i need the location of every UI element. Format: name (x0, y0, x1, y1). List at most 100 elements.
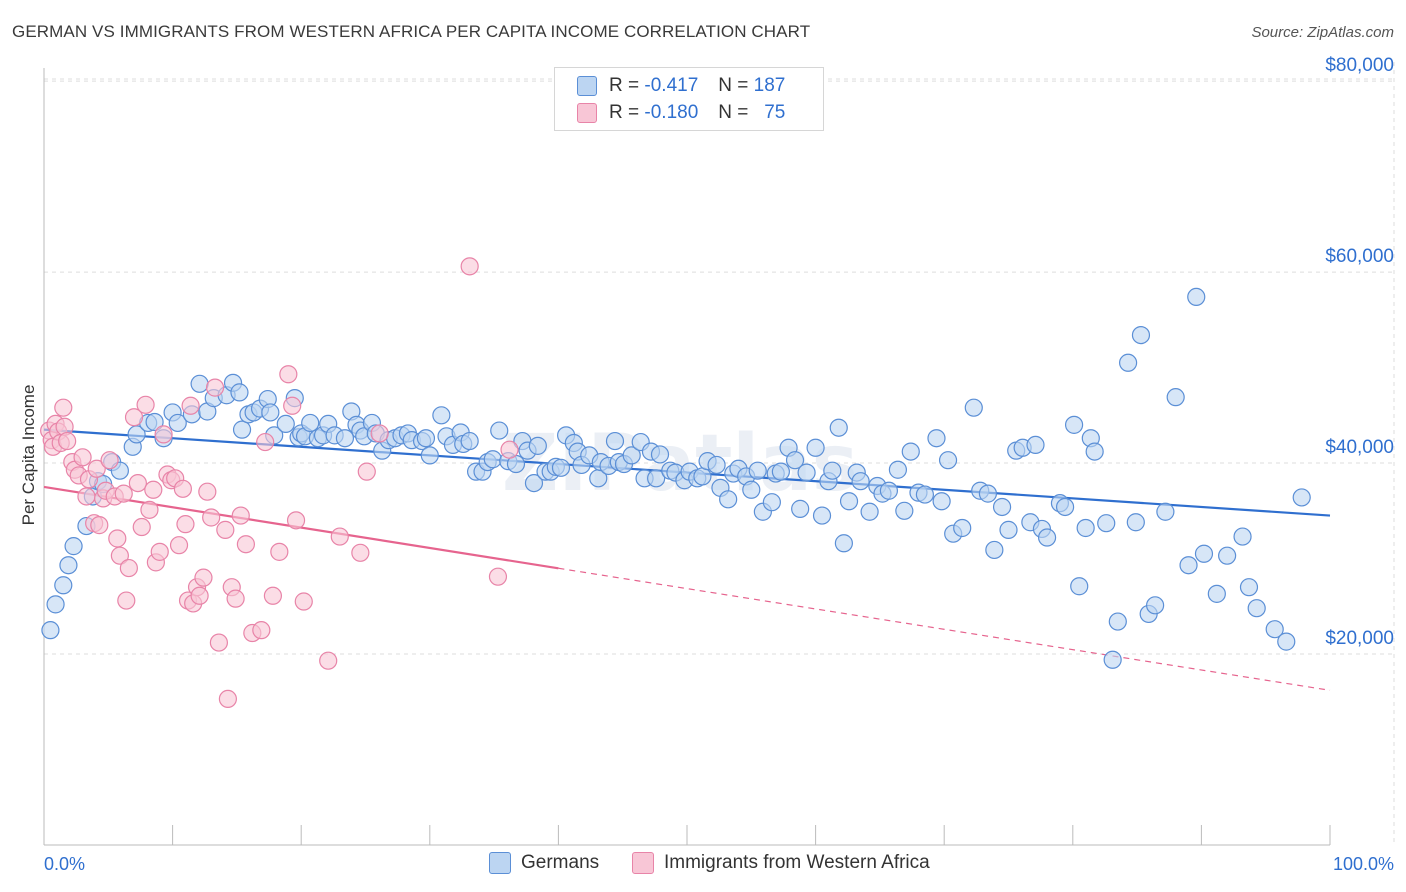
legend-n-value: 187 (753, 75, 786, 96)
germans-point (420, 446, 439, 465)
legend-r-value: -0.180 (644, 102, 699, 123)
germans-point (938, 451, 958, 470)
germans-point (927, 429, 946, 448)
legend-item-germans[interactable]: Germans (489, 852, 599, 874)
germans-point (1126, 513, 1145, 532)
germans-point (261, 403, 280, 422)
germans-point (742, 480, 761, 499)
germans-point (1218, 546, 1237, 565)
germans-point (834, 534, 853, 553)
western-africa-point (279, 365, 298, 384)
western-africa-point (181, 396, 200, 415)
germans-point (1146, 596, 1165, 615)
germans-point (1239, 578, 1259, 597)
germans-point (64, 537, 83, 556)
germans-point (232, 420, 252, 439)
germans-point (999, 520, 1018, 539)
germans-point (1055, 497, 1075, 517)
germans-point (693, 467, 712, 486)
germans-point (901, 442, 920, 461)
germans-point (964, 398, 983, 417)
germans-point (1292, 488, 1311, 507)
germans-point (483, 450, 502, 469)
germans-point (707, 455, 726, 475)
western-africa-point (351, 543, 370, 562)
y-tick-label: $60,000 (1325, 246, 1394, 267)
western-africa-point (263, 586, 283, 605)
germans-point (59, 556, 78, 575)
source-label: Source: ZipAtlas.com (1251, 24, 1394, 41)
western-africa-point (114, 484, 133, 503)
germans-swatch (577, 76, 597, 96)
germans-point (168, 413, 187, 433)
legend-n-label: N = (718, 102, 749, 123)
x-tick-label-max: 100.0% (1333, 854, 1394, 874)
western-africa-trend-line-projection (558, 567, 1331, 691)
germans-point (1247, 599, 1266, 618)
axes (43, 68, 1331, 846)
germans-point (895, 501, 914, 520)
germans-point (1277, 632, 1296, 651)
germans-point (524, 474, 544, 493)
legend-label-western-africa: Immigrants from Western Africa (664, 852, 930, 873)
germans-point (276, 414, 295, 433)
western-africa-point (169, 536, 189, 555)
stats-legend: R = -0.417 N = 187 R = -0.180 N = 75 (554, 67, 824, 131)
western-africa-point (286, 511, 306, 530)
legend-item-western-africa[interactable]: Immigrants from Western Africa (632, 852, 930, 874)
western-africa-point (500, 440, 519, 459)
western-africa-point (173, 479, 192, 498)
western-africa-point (205, 378, 225, 397)
germans-point (771, 462, 790, 481)
germans-point (622, 446, 641, 465)
germans-point (650, 445, 670, 464)
western-africa-point (90, 516, 109, 535)
germans-point (888, 460, 908, 479)
germans-point (1076, 518, 1095, 538)
western-africa-point (226, 589, 245, 608)
western-africa-point (198, 482, 217, 501)
germans-point (145, 412, 164, 432)
western-africa-point (330, 527, 349, 546)
western-africa-point (132, 517, 151, 537)
western-africa-point (150, 542, 169, 561)
germans-point (1265, 620, 1284, 639)
germans-point (953, 518, 972, 538)
western-africa-point (216, 520, 235, 539)
western-africa-point (231, 506, 250, 525)
western-africa-point (176, 515, 195, 534)
germans-point (762, 493, 781, 512)
germans-point (719, 490, 738, 509)
western-africa-point (117, 591, 136, 610)
germans-point (490, 421, 509, 440)
western-africa-point (218, 689, 237, 709)
y-tick-label: $20,000 (1325, 628, 1394, 649)
germans-point (1085, 442, 1104, 461)
germans-point (1037, 528, 1057, 547)
x-tick-label-min: 0.0% (44, 854, 85, 874)
legend-row-germans: R = -0.417 N = 187 (577, 73, 785, 99)
germans-point (1097, 514, 1116, 533)
germans-point (46, 595, 65, 614)
germans-point (416, 429, 436, 448)
western-africa-point (202, 508, 221, 527)
western-africa-point (370, 424, 389, 443)
germans-point (879, 481, 899, 500)
y-tick-labels: $20,000 $40,000 $60,000 $80,000 (1325, 55, 1394, 649)
germans-point (460, 431, 479, 451)
germans-legend-swatch (489, 852, 511, 874)
germans-point (932, 492, 951, 511)
germans-point (1103, 650, 1122, 669)
western-africa-point (108, 529, 127, 548)
western-africa-point (252, 621, 271, 640)
legend-n-value: 75 (764, 102, 786, 123)
germans-point (432, 406, 451, 425)
legend-label-germans: Germans (521, 852, 600, 873)
germans-point (1207, 584, 1226, 603)
western-africa-point (54, 398, 73, 417)
chart-title: GERMAN VS IMMIGRANTS FROM WESTERN AFRICA… (12, 22, 811, 41)
western-africa-point (87, 459, 106, 478)
germans-point (1131, 325, 1151, 345)
germans-point (54, 576, 73, 595)
western-africa-point (319, 651, 338, 670)
